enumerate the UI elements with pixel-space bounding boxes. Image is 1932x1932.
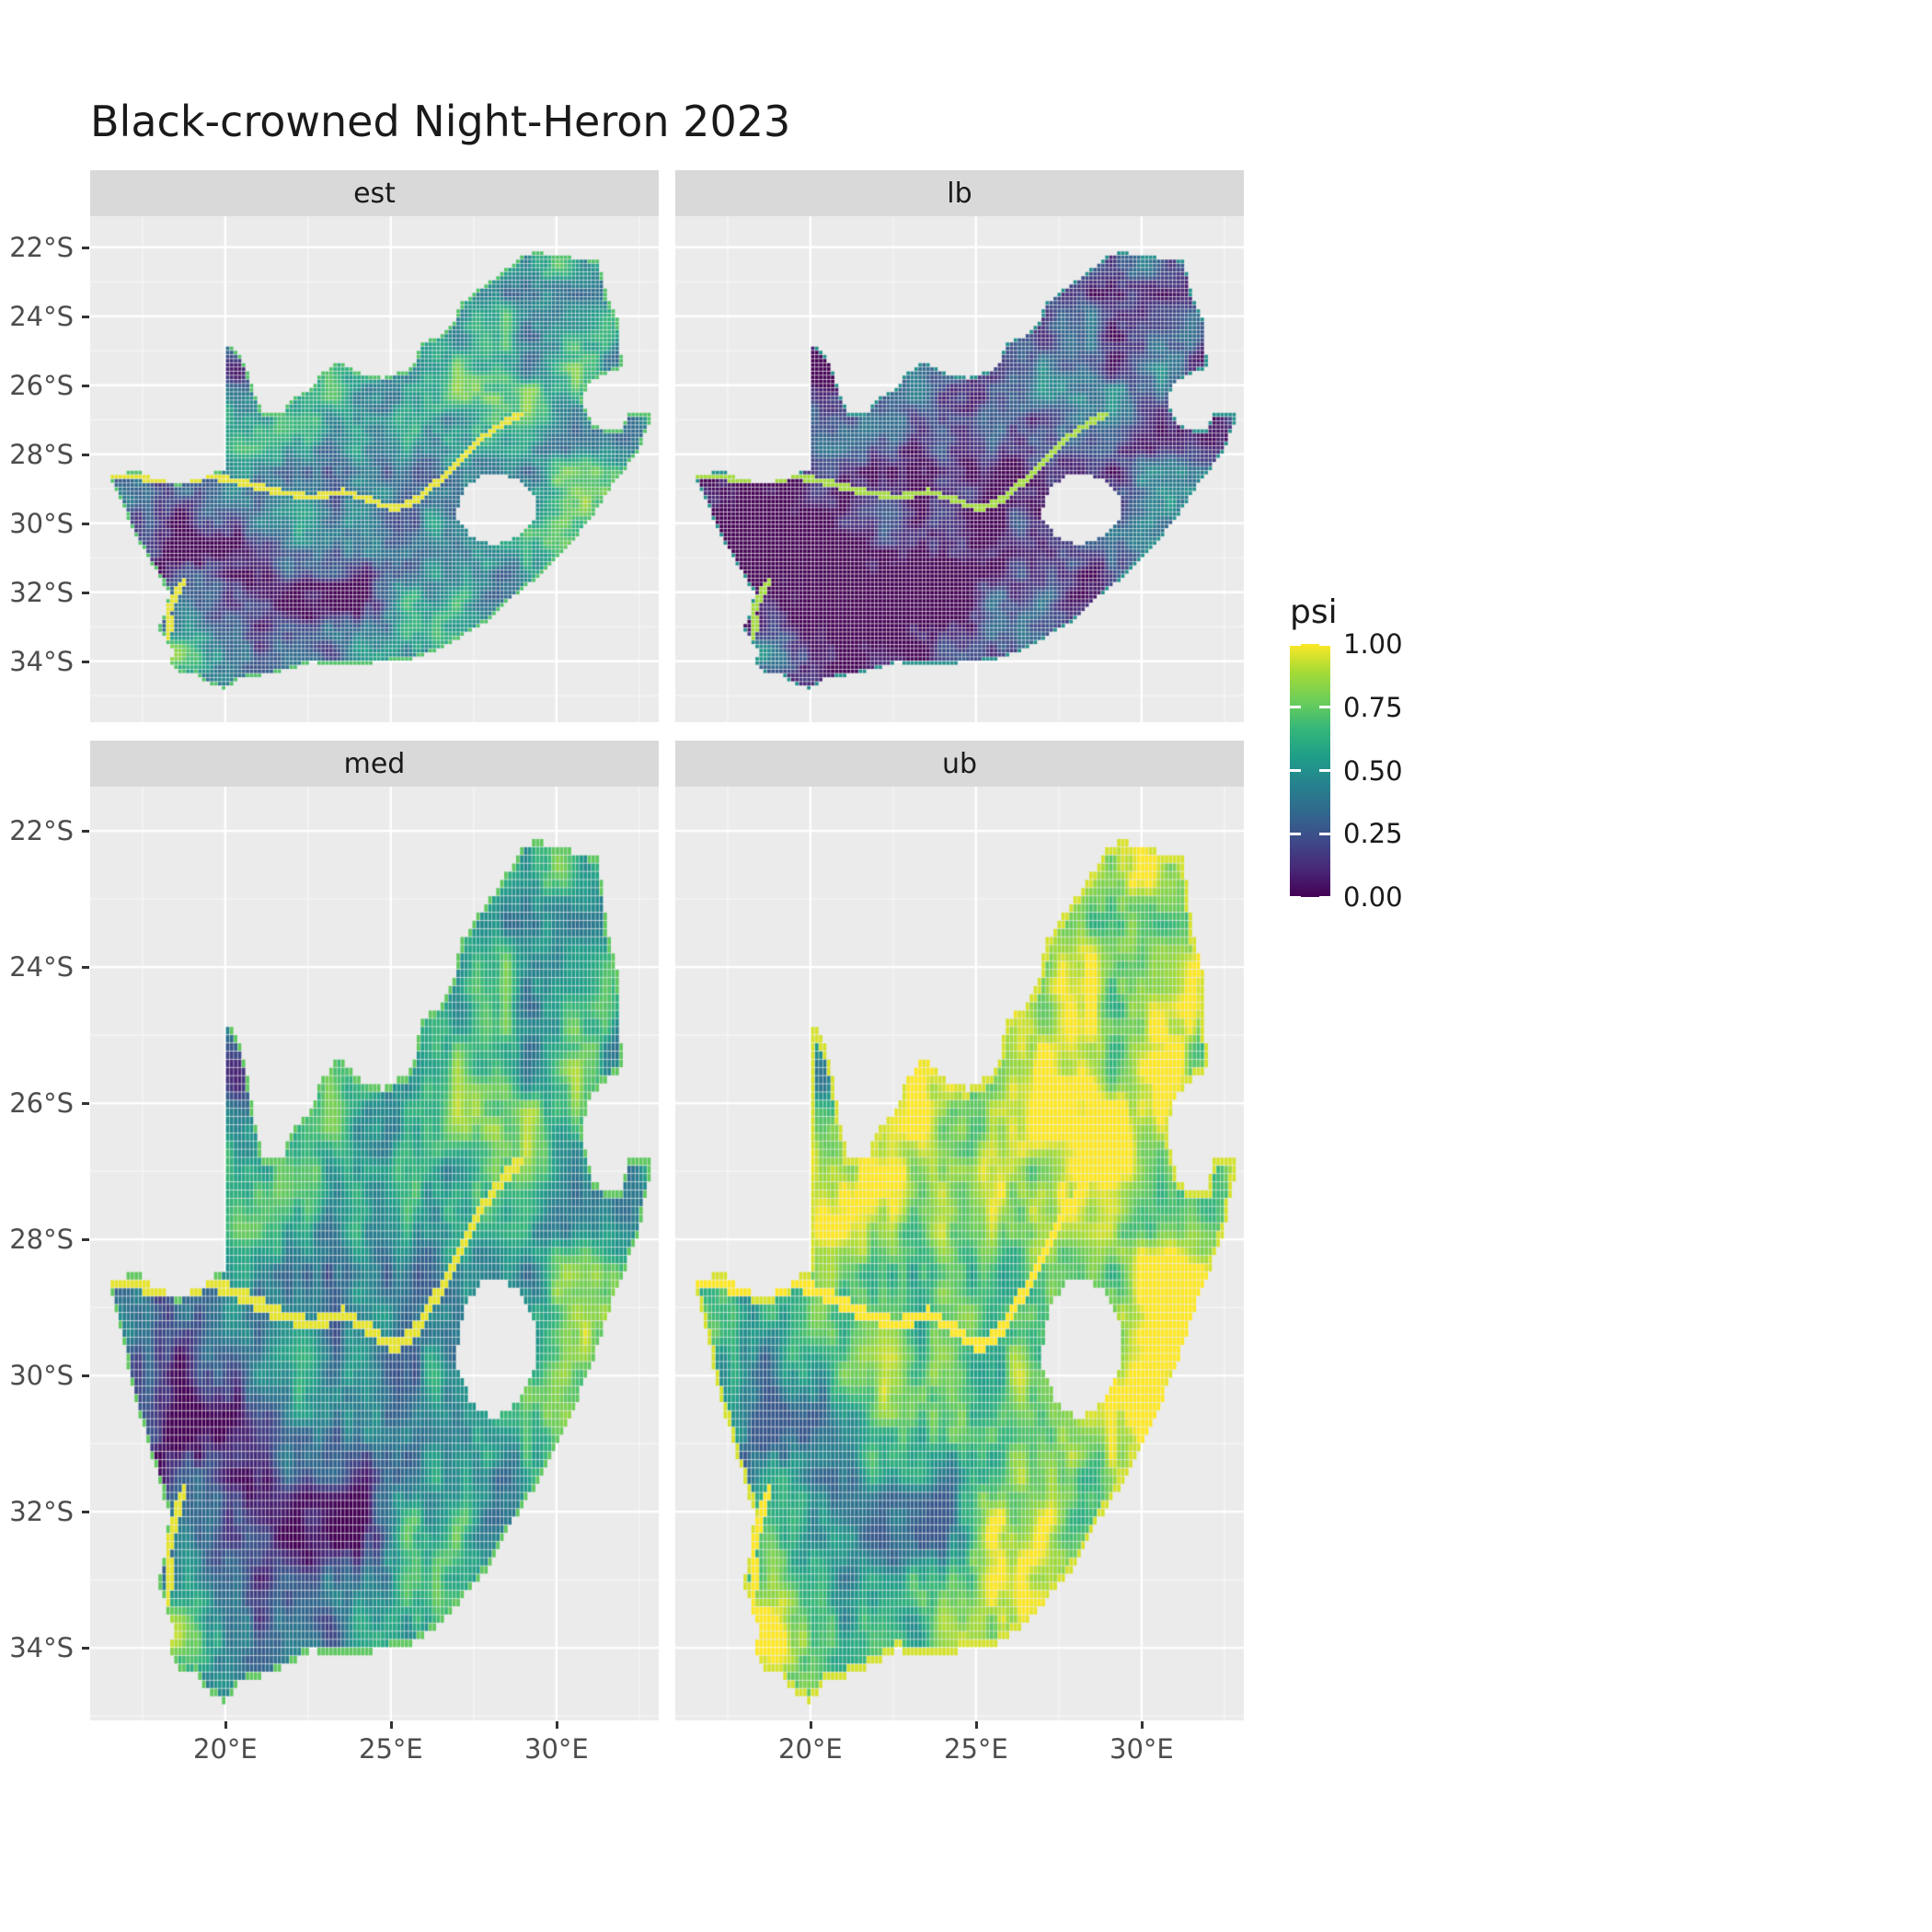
y-axis-tick-mark: [82, 246, 89, 249]
facet-strip-label-est: est: [353, 177, 396, 210]
y-axis-tick-label: 32°S: [9, 576, 74, 608]
chart-title: Black-crowned Night-Heron 2023: [90, 97, 791, 146]
facet-strip-med: med: [90, 741, 659, 787]
y-axis-tick-label: 22°S: [9, 815, 74, 847]
legend-colorbar-tick: [1290, 706, 1301, 709]
y-axis-tick-mark: [82, 1374, 89, 1378]
y-axis-tick-mark: [82, 1511, 89, 1514]
legend-tick-label: 0.75: [1343, 691, 1403, 723]
facet-strip-label-lb: lb: [947, 177, 972, 210]
x-axis-tick-label: 20°E: [193, 1733, 258, 1765]
facet-map-ub: [675, 787, 1244, 1720]
x-axis-tick-mark: [555, 1721, 558, 1729]
legend-colorbar-tick: [1290, 895, 1301, 899]
x-axis-tick-mark: [224, 1721, 227, 1729]
y-axis-tick-label: 30°S: [9, 1360, 74, 1392]
x-axis-tick-mark: [389, 1721, 393, 1729]
y-axis-tick-label: 34°S: [9, 645, 74, 677]
legend-colorbar-tick: [1290, 642, 1301, 646]
y-axis-tick-mark: [82, 830, 89, 834]
y-axis-tick-label: 22°S: [9, 231, 74, 263]
x-axis-tick-mark: [1140, 1721, 1144, 1729]
legend-tick-label: 0.50: [1343, 754, 1403, 787]
legend-colorbar-tick: [1319, 895, 1330, 899]
x-axis-tick-label: 25°E: [359, 1733, 423, 1765]
x-axis-tick-label: 30°E: [524, 1733, 589, 1765]
legend-colorbar-tick: [1290, 832, 1301, 835]
legend-colorbar-tick: [1319, 832, 1330, 835]
legend-tick-label: 0.00: [1343, 881, 1403, 913]
y-axis-tick-mark: [82, 1102, 89, 1106]
y-axis-tick-mark: [82, 1238, 89, 1242]
legend-colorbar-tick: [1319, 642, 1330, 646]
legend-tick-label: 1.00: [1343, 628, 1403, 660]
y-axis-tick-mark: [82, 1647, 89, 1650]
facet-map-lb: [675, 216, 1244, 722]
facet-strip-label-med: med: [343, 747, 406, 780]
legend-colorbar-tick: [1319, 706, 1330, 709]
y-axis-tick-label: 28°S: [9, 1224, 74, 1256]
x-axis-tick-label: 20°E: [778, 1733, 843, 1765]
x-axis-tick-label: 25°E: [944, 1733, 1008, 1765]
y-axis-tick-mark: [82, 384, 89, 387]
y-axis-tick-label: 28°S: [9, 438, 74, 470]
facet-strip-est: est: [90, 170, 659, 216]
y-axis-tick-label: 30°S: [9, 507, 74, 539]
y-axis-tick-label: 24°S: [9, 951, 74, 983]
facet-map-med: [90, 787, 659, 1720]
legend-title: psi: [1290, 593, 1338, 631]
y-axis-tick-mark: [82, 660, 89, 663]
y-axis-tick-mark: [82, 315, 89, 318]
y-axis-tick-label: 26°S: [9, 369, 74, 401]
legend-tick-label: 0.25: [1343, 818, 1403, 850]
y-axis-tick-label: 34°S: [9, 1632, 74, 1664]
facet-strip-label-ub: ub: [941, 747, 978, 780]
x-axis-tick-mark: [809, 1721, 812, 1729]
y-axis-tick-mark: [82, 522, 89, 525]
y-axis-tick-label: 24°S: [9, 300, 74, 332]
y-axis-tick-mark: [82, 591, 89, 594]
y-axis-tick-label: 26°S: [9, 1087, 74, 1120]
x-axis-tick-mark: [974, 1721, 978, 1729]
facet-strip-ub: ub: [675, 741, 1244, 787]
legend-colorbar-tick: [1319, 769, 1330, 772]
y-axis-tick-mark: [82, 453, 89, 456]
y-axis-tick-mark: [82, 966, 89, 970]
facet-strip-lb: lb: [675, 170, 1244, 216]
legend-colorbar-tick: [1290, 769, 1301, 772]
x-axis-tick-label: 30°E: [1110, 1733, 1174, 1765]
y-axis-tick-label: 32°S: [9, 1496, 74, 1528]
facet-map-est: [90, 216, 659, 722]
